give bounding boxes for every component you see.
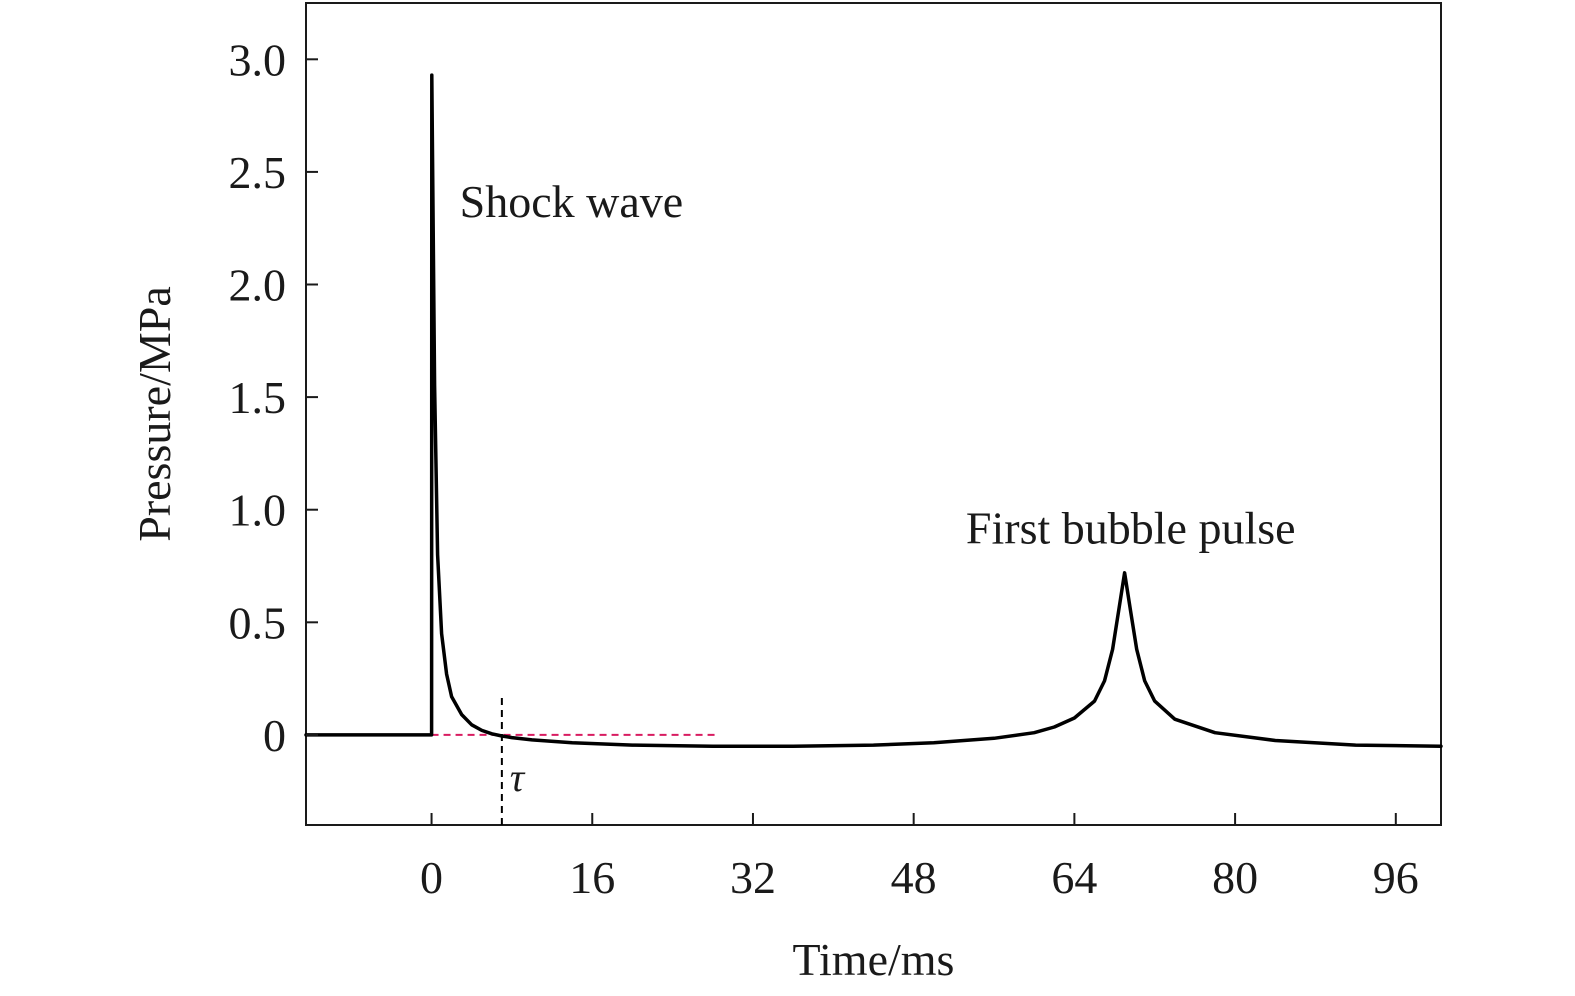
series-layer (304, 73, 1443, 748)
x-tick-label: 48 (891, 852, 937, 903)
annotation-label: Shock wave (460, 176, 684, 227)
x-tick-label: 96 (1373, 852, 1419, 903)
x-tick-label: 80 (1212, 852, 1258, 903)
tau-annotation: τ (510, 755, 526, 800)
y-tick-label: 0 (263, 710, 286, 761)
y-tick-label: 3.0 (229, 34, 287, 85)
pressure-series-line (304, 73, 1443, 748)
y-tick-label: 0.5 (229, 597, 287, 648)
x-tick-label: 32 (730, 852, 776, 903)
x-tick-label: 16 (569, 852, 615, 903)
y-tick-label: 1.5 (229, 372, 287, 423)
plot-area (305, 2, 1442, 826)
y-tick-label: 2.0 (229, 260, 287, 311)
y-axis-title: Pressure/MPa (129, 286, 180, 542)
reference-lines (431, 696, 718, 825)
y-tick-label: 1.0 (229, 485, 287, 536)
x-axis-title: Time/ms (793, 934, 955, 985)
x-tick-label: 64 (1051, 852, 1097, 903)
plot-frame (305, 2, 1442, 826)
y-axis: 0 0.5 1.0 1.5 2.0 2.5 3.0 (229, 34, 318, 761)
x-tick-label: 0 (420, 852, 443, 903)
annotation-label: First bubble pulse (966, 502, 1296, 553)
y-tick-label: 2.5 (229, 147, 287, 198)
x-axis: 0 16 32 48 64 80 96 (420, 813, 1419, 903)
annotations: Shock wave First bubble pulse τ (460, 176, 1296, 800)
